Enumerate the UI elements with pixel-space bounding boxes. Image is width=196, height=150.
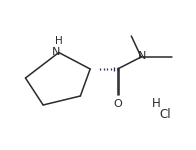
Text: H: H	[152, 97, 160, 110]
Text: Cl: Cl	[160, 108, 172, 120]
Text: O: O	[113, 99, 122, 109]
Text: H: H	[55, 36, 63, 46]
Text: N: N	[138, 51, 146, 61]
Text: N: N	[52, 47, 60, 57]
